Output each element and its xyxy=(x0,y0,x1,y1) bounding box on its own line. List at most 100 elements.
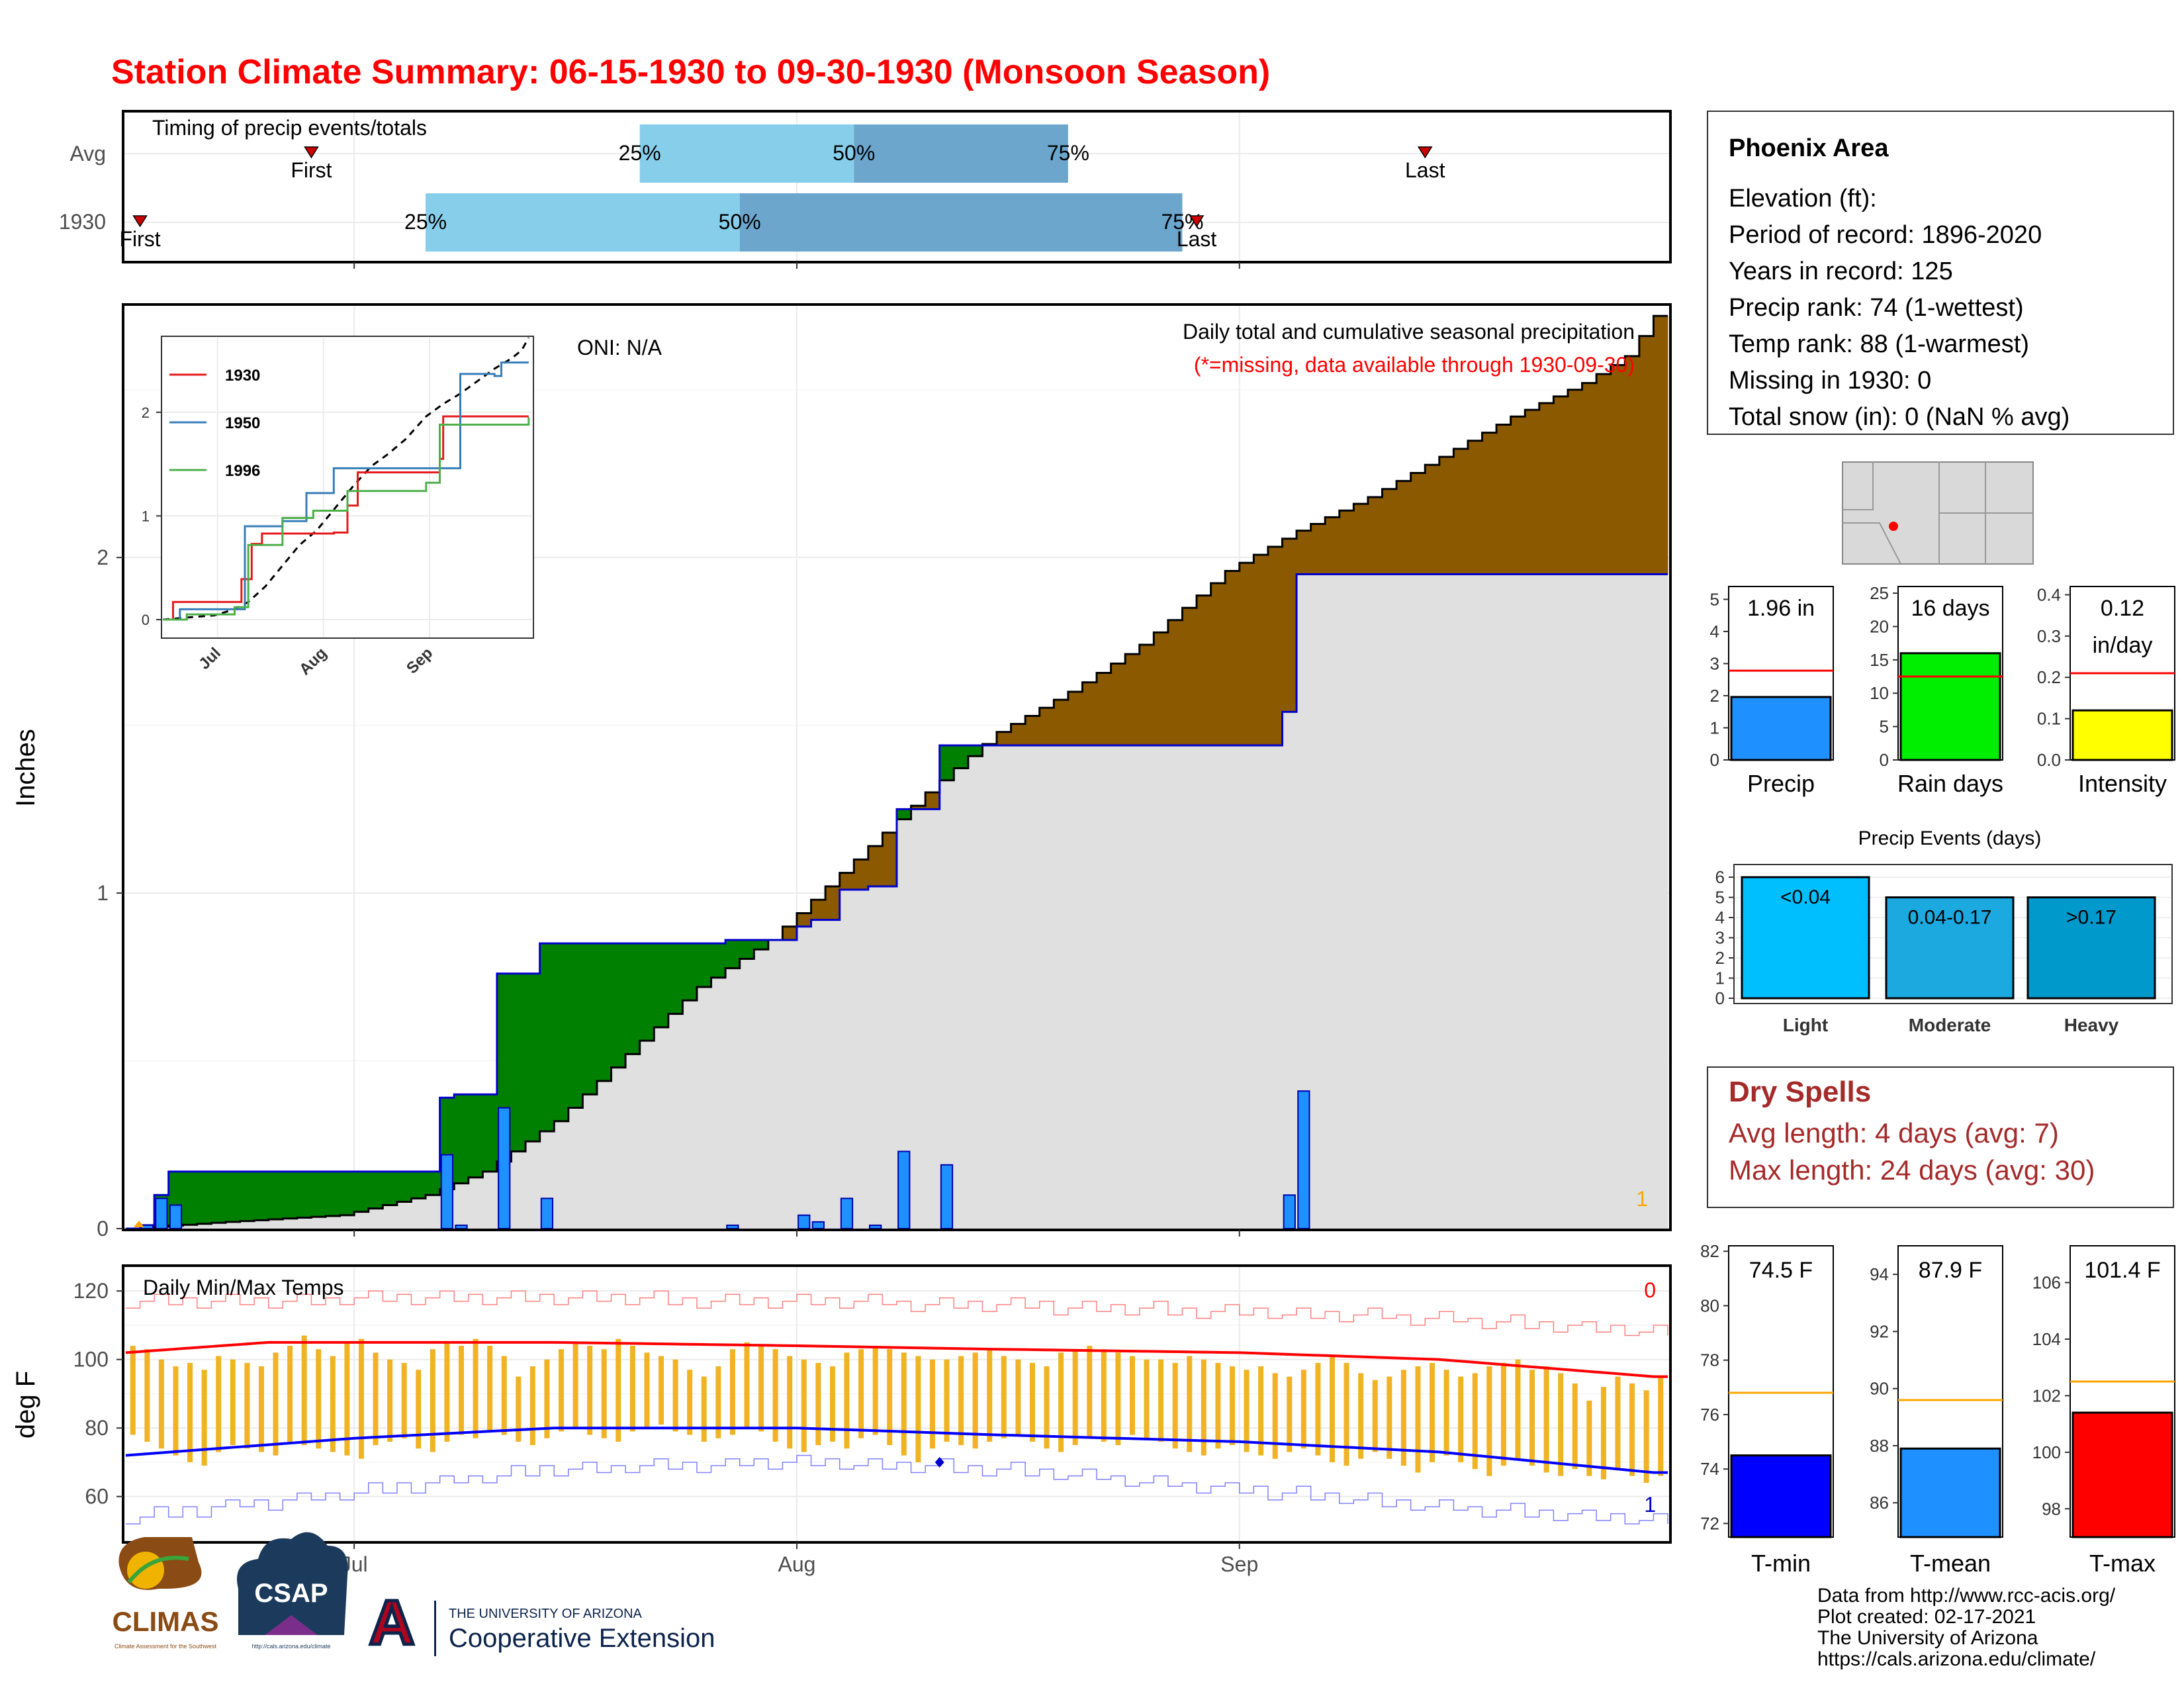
temp-bar-value xyxy=(2071,1411,2173,1538)
temp-bar-value-label: 74.5 F xyxy=(1749,1258,1813,1283)
mini-bar-value xyxy=(1899,652,2001,761)
events-y-tick: 4 xyxy=(1715,908,1725,927)
mini-bar-y-tick: 0 xyxy=(1710,750,1719,770)
precip-event-bar xyxy=(2026,896,2156,1000)
daily-temp-bar xyxy=(644,1352,650,1429)
mini-bar-chart-1: 0 5 10 15 20 25 16 days Rain days xyxy=(1870,583,2003,797)
mini-bar-y-tick: 0.1 xyxy=(2037,709,2061,729)
mini-bar-label: Intensity xyxy=(2078,770,2167,797)
temps-y-tick: 80 xyxy=(85,1416,109,1440)
csap-logo: CSAP http://cals.arizona.edu/climate xyxy=(237,1532,348,1650)
station-info-line: Total snow (in): 0 (NaN % avg) xyxy=(1729,403,2070,431)
map-state-borders xyxy=(1843,462,2033,565)
precip-main-frame xyxy=(122,303,1672,1231)
daily-temp-bar xyxy=(401,1362,407,1438)
precip-event-label: Light xyxy=(1783,1015,1828,1035)
temps-y-tick: 120 xyxy=(73,1279,109,1303)
daily-temp-bar xyxy=(772,1349,778,1442)
mini-bar-y-tick: 0.3 xyxy=(2037,626,2061,646)
daily-precip-bar xyxy=(1297,1090,1310,1229)
daily-temp-bar xyxy=(901,1352,907,1456)
inset-avg-line xyxy=(162,337,530,621)
station-info-frame xyxy=(1707,111,2174,435)
inset-y-tick: 2 xyxy=(142,404,150,421)
record-low-marker xyxy=(934,1456,944,1468)
mini-bar-y-tick: 4 xyxy=(1710,622,1719,641)
temp-bar-y-tick: 88 xyxy=(1870,1436,1889,1456)
daily-temp-bar xyxy=(1229,1366,1235,1446)
daily-temp-bar xyxy=(629,1346,635,1432)
daily-precip-bar xyxy=(897,1150,911,1229)
temp-bar-y-tick: 102 xyxy=(2032,1385,2061,1405)
daily-temp-bar xyxy=(287,1346,293,1442)
precip-events-title: Precip Events (days) xyxy=(1858,827,2042,849)
timing-first-marker xyxy=(304,146,319,159)
locator-map xyxy=(1842,461,2034,565)
daily-temp-bar xyxy=(1144,1359,1150,1438)
daily-temp-bar xyxy=(1129,1356,1135,1435)
temps-y-tick: 100 xyxy=(73,1348,109,1372)
precip-event-bar xyxy=(1741,876,1870,1000)
credit-line: Plot created: 02-17-2021 xyxy=(1817,1606,2036,1628)
station-info-line: Temp rank: 88 (1-warmest) xyxy=(1729,330,2029,358)
temp-bar-label: T-max xyxy=(2089,1550,2156,1577)
temp-bar-value xyxy=(1899,1447,2001,1538)
daily-temp-bar xyxy=(1015,1359,1021,1435)
daily-precip-bar xyxy=(940,1164,954,1229)
temp-bar-y-tick: 78 xyxy=(1700,1350,1719,1370)
daily-temp-bar xyxy=(1615,1376,1621,1470)
station-name: Phoenix Area xyxy=(1729,134,1889,162)
mini-bar-value-label: 1.96 in xyxy=(1747,596,1815,621)
daily-temp-bar xyxy=(1343,1362,1349,1466)
daily-temp-bar xyxy=(615,1338,621,1442)
csap-url: http://cals.arizona.edu/climate xyxy=(251,1643,330,1650)
daily-temp-bar xyxy=(1372,1380,1378,1452)
precip-missing-note: (*=missing, data available through 1930-… xyxy=(1194,353,1635,377)
temp-bar-value-label: 87.9 F xyxy=(1919,1258,1982,1283)
station-info-box: Phoenix Area Elevation (ft): Period of re… xyxy=(1707,111,2174,435)
timing-first-label: First xyxy=(119,227,160,251)
daily-temp-bar xyxy=(1201,1359,1206,1456)
mini-bar-label: Precip xyxy=(1747,770,1815,797)
daily-temp-bar xyxy=(444,1342,450,1442)
mini-bar-y-tick: 0.0 xyxy=(2037,750,2061,770)
daily-temp-bar xyxy=(572,1342,578,1429)
daily-temp-bar xyxy=(1400,1370,1406,1466)
daily-temp-bar xyxy=(358,1338,364,1459)
daily-temp-bar xyxy=(1658,1376,1664,1476)
daily-temp-bar xyxy=(829,1366,835,1442)
daily-temp-bar xyxy=(1044,1366,1050,1449)
daily-precip-bar xyxy=(455,1224,468,1229)
daily-temp-bar xyxy=(1629,1383,1635,1476)
temp-bar-y-tick: 74 xyxy=(1700,1459,1719,1479)
daily-temp-bar xyxy=(1001,1356,1007,1438)
daily-precip-bar xyxy=(155,1197,168,1229)
daily-temp-bar xyxy=(1600,1387,1606,1479)
precip-event-label: Moderate xyxy=(1909,1015,1991,1035)
daily-precip-bar xyxy=(498,1107,511,1229)
mini-bar-chart-2: 0.0 0.1 0.2 0.3 0.4 0.12 in/day Intensity xyxy=(2037,585,2175,797)
temps-x-tick: Aug xyxy=(778,1552,816,1576)
daily-temp-bar xyxy=(758,1346,764,1432)
precip-y-tick: 0 xyxy=(97,1217,109,1241)
climas-sun xyxy=(127,1552,164,1589)
daily-temp-bar xyxy=(387,1359,393,1442)
ua-block-a: A xyxy=(369,1587,414,1658)
daily-temp-bar xyxy=(672,1359,678,1432)
daily-precip-bar xyxy=(840,1197,854,1229)
daily-temp-bar xyxy=(1187,1356,1193,1452)
mini-bar-y-tick: 15 xyxy=(1870,650,1889,670)
daily-temp-bar xyxy=(1358,1373,1364,1459)
events-y-tick: 2 xyxy=(1715,948,1725,968)
timing-quantile-label: 25% xyxy=(404,210,447,234)
mini-bar-value-label: 16 days xyxy=(1911,596,1989,621)
climas-wordmark: CLIMAS xyxy=(113,1606,219,1637)
daily-temp-bar xyxy=(1029,1362,1035,1442)
daily-temp-bar xyxy=(187,1362,193,1462)
inset-legend-label: 1930 xyxy=(225,367,260,385)
temp-bar-value xyxy=(1730,1454,1832,1538)
csap-cloud xyxy=(237,1532,348,1635)
station-info-line: Elevation (ft): xyxy=(1729,185,1877,212)
temp-bar-y-tick: 94 xyxy=(1870,1264,1889,1284)
temp-bar-y-tick: 72 xyxy=(1700,1513,1719,1533)
